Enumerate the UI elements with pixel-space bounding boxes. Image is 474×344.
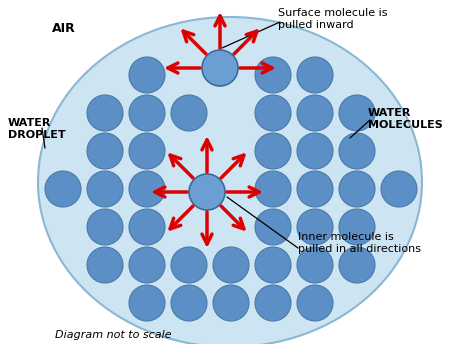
- Circle shape: [87, 133, 123, 169]
- Circle shape: [339, 95, 375, 131]
- Circle shape: [297, 95, 333, 131]
- Circle shape: [87, 171, 123, 207]
- Circle shape: [255, 285, 291, 321]
- Circle shape: [255, 133, 291, 169]
- Circle shape: [297, 171, 333, 207]
- Circle shape: [189, 174, 225, 210]
- Circle shape: [255, 171, 291, 207]
- Circle shape: [339, 247, 375, 283]
- Circle shape: [213, 247, 249, 283]
- Circle shape: [171, 285, 207, 321]
- Text: AIR: AIR: [52, 22, 76, 35]
- Circle shape: [171, 247, 207, 283]
- Circle shape: [297, 247, 333, 283]
- Circle shape: [129, 133, 165, 169]
- Circle shape: [297, 133, 333, 169]
- Circle shape: [45, 171, 81, 207]
- Circle shape: [87, 247, 123, 283]
- Circle shape: [255, 95, 291, 131]
- Circle shape: [255, 57, 291, 93]
- Text: WATER
DROPLET: WATER DROPLET: [8, 118, 65, 140]
- Circle shape: [213, 285, 249, 321]
- Circle shape: [129, 247, 165, 283]
- Circle shape: [339, 209, 375, 245]
- Ellipse shape: [38, 17, 422, 344]
- Circle shape: [339, 171, 375, 207]
- Circle shape: [171, 95, 207, 131]
- Circle shape: [129, 209, 165, 245]
- Circle shape: [297, 209, 333, 245]
- Circle shape: [129, 57, 165, 93]
- Circle shape: [129, 285, 165, 321]
- Circle shape: [339, 133, 375, 169]
- Text: Inner molecule is
pulled in all directions: Inner molecule is pulled in all directio…: [298, 232, 421, 255]
- Circle shape: [202, 50, 238, 86]
- Circle shape: [87, 209, 123, 245]
- Text: WATER
MOLECULES: WATER MOLECULES: [368, 108, 443, 130]
- Circle shape: [381, 171, 417, 207]
- Circle shape: [255, 209, 291, 245]
- Text: Surface molecule is
pulled inward: Surface molecule is pulled inward: [278, 8, 388, 30]
- Circle shape: [297, 285, 333, 321]
- Circle shape: [129, 171, 165, 207]
- Circle shape: [129, 95, 165, 131]
- Circle shape: [297, 57, 333, 93]
- Circle shape: [255, 247, 291, 283]
- Text: Diagram not to scale: Diagram not to scale: [55, 330, 172, 340]
- Circle shape: [87, 95, 123, 131]
